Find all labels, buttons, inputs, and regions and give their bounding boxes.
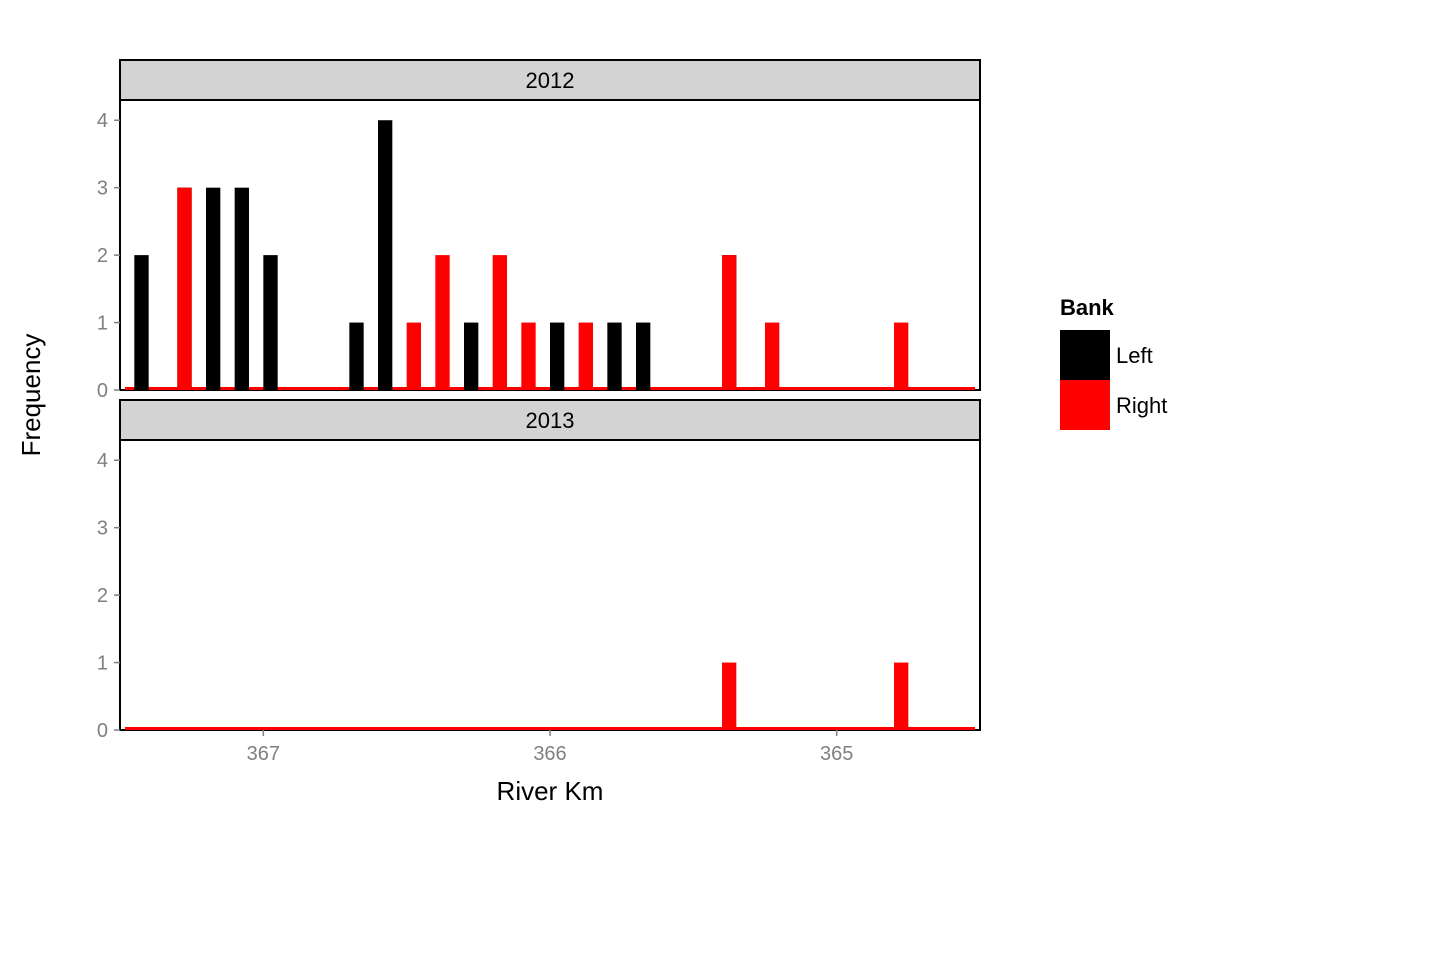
y-tick-label: 3 <box>97 178 108 200</box>
y-tick-label: 0 <box>97 380 108 402</box>
bar-right <box>177 188 191 390</box>
bar-right <box>579 323 593 390</box>
baseline-strip <box>125 727 975 730</box>
bar-right <box>722 255 736 390</box>
y-tick-label: 2 <box>97 585 108 607</box>
bar-right <box>493 255 507 390</box>
bar-left <box>263 255 277 390</box>
x-tick-label: 365 <box>820 743 853 765</box>
facet-strip-label: 2012 <box>526 68 575 93</box>
legend-label: Right <box>1116 393 1167 418</box>
legend-swatch <box>1060 380 1110 430</box>
y-tick-label: 4 <box>97 450 108 472</box>
x-axis-title: River Km <box>497 776 604 806</box>
bar-left <box>550 323 564 390</box>
bar-left <box>134 255 148 390</box>
y-axis-title: Frequency <box>16 334 46 457</box>
bar-left <box>235 188 249 390</box>
y-tick-label: 1 <box>97 313 108 335</box>
y-tick-label: 3 <box>97 518 108 540</box>
facet-strip-label: 2013 <box>526 408 575 433</box>
y-tick-label: 2 <box>97 245 108 267</box>
bar-left <box>206 188 220 390</box>
bar-right <box>894 663 908 730</box>
chart-container: 201201234201301234367366365River KmFrequ… <box>0 0 1440 960</box>
bar-right <box>407 323 421 390</box>
legend-swatch <box>1060 330 1110 380</box>
bar-right <box>722 663 736 730</box>
bar-left <box>378 120 392 390</box>
panel-border <box>120 440 980 730</box>
y-tick-label: 0 <box>97 720 108 742</box>
x-tick-label: 367 <box>247 743 280 765</box>
legend-label: Left <box>1116 343 1153 368</box>
chart-svg: 201201234201301234367366365River KmFrequ… <box>0 0 1440 960</box>
legend-title: Bank <box>1060 295 1115 320</box>
y-tick-label: 4 <box>97 110 108 132</box>
x-tick-label: 366 <box>533 743 566 765</box>
bar-left <box>464 323 478 390</box>
bar-right <box>435 255 449 390</box>
bar-left <box>349 323 363 390</box>
bar-right <box>765 323 779 390</box>
bar-left <box>607 323 621 390</box>
y-tick-label: 1 <box>97 653 108 675</box>
bar-left <box>636 323 650 390</box>
bar-right <box>521 323 535 390</box>
bar-right <box>894 323 908 390</box>
